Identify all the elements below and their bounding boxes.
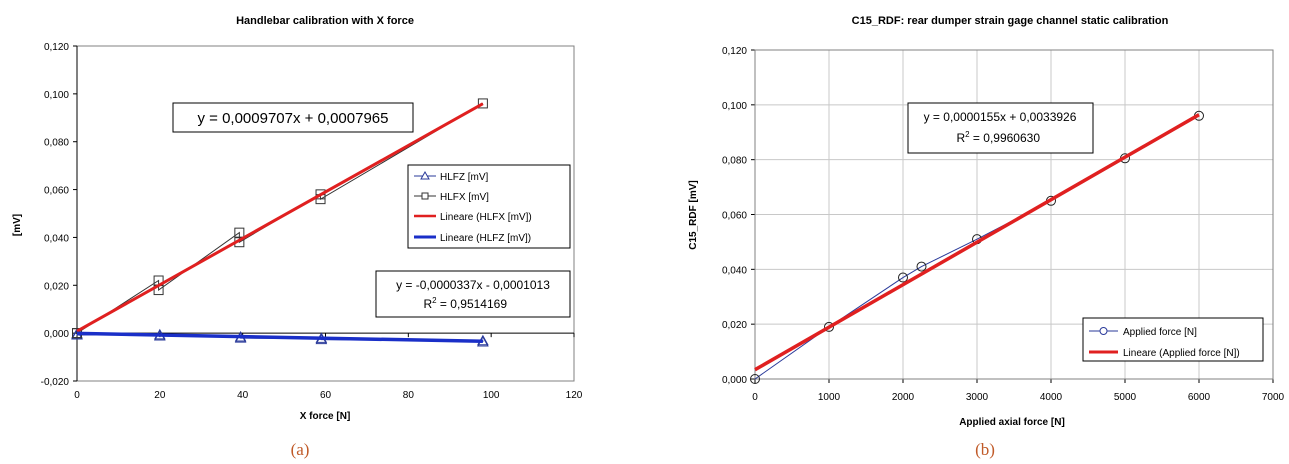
chart-a-y-tick-label: 0,000 bbox=[44, 329, 69, 340]
chart-a-ylabel: [mV] bbox=[12, 214, 23, 236]
chart-a-series bbox=[71, 98, 489, 347]
chart-b-point-circle bbox=[916, 261, 927, 272]
chart-a-y-tick-label: 0,060 bbox=[44, 186, 69, 197]
chart-a-x-tick-label: 40 bbox=[237, 390, 249, 401]
chart-a-y-tick-label: 0,100 bbox=[44, 90, 69, 101]
chart-b-x-tick-label: 6000 bbox=[1188, 392, 1211, 403]
chart-a-x-tick-label: 120 bbox=[566, 390, 583, 401]
chart-a-title: Handlebar calibration with X force bbox=[236, 15, 414, 27]
chart-b-x-tick-label: 3000 bbox=[966, 392, 989, 403]
chart-b-x-tick-label: 1000 bbox=[818, 392, 841, 403]
chart-b-y-tick-label: 0,120 bbox=[722, 46, 747, 57]
chart-b-title: C15_RDF: rear dumper strain gage channel… bbox=[852, 15, 1169, 27]
chart-a-x-tick-label: 100 bbox=[483, 390, 500, 401]
chart-b-y-tick-label: 0,020 bbox=[722, 320, 747, 331]
chart-b-x-tick-label: 7000 bbox=[1262, 392, 1285, 403]
chart-a-legend: HLFZ [mV] HLFX [mV] Lineare (HLFX [mV]) … bbox=[407, 164, 571, 249]
chart-b-y-tick-label: 0,100 bbox=[722, 101, 747, 112]
chart-a-y-tick-label: 0,020 bbox=[44, 281, 69, 292]
chart-a-xlabel: X force [N] bbox=[300, 411, 351, 422]
chart-a-x-tick-label: 80 bbox=[403, 390, 415, 401]
chart-b-ylabel: C15_RDF [mV] bbox=[688, 180, 699, 249]
chart-b-r2: R2 = 0,9960630 bbox=[956, 130, 1040, 145]
chart-a-point-square bbox=[234, 227, 245, 238]
chart-b-legend-box bbox=[1082, 317, 1264, 362]
legend-a-hlfx: HLFX [mV] bbox=[440, 192, 489, 203]
triangle-marker-icon bbox=[420, 170, 430, 180]
chart-a-eq-x: y = 0,0009707x + 0,0007965 bbox=[197, 110, 388, 127]
chart-a-x-tick-label: 0 bbox=[74, 390, 80, 401]
chart-b-eq-box bbox=[907, 102, 1094, 154]
legend-b-fit: Lineare (Applied force [N]) bbox=[1123, 348, 1240, 359]
chart-a-y-tick-label: 0,120 bbox=[44, 42, 69, 53]
chart-b-eq: y = 0,0000155x + 0,0033926 bbox=[924, 110, 1077, 124]
chart-b-legend: Applied force [N] Lineare (Applied force… bbox=[1082, 317, 1264, 362]
chart-b-point-circle bbox=[898, 272, 908, 283]
chart-a-eq-z-box bbox=[375, 270, 571, 318]
chart-a-legend-box bbox=[407, 164, 571, 249]
legend-a-hlfz: HLFZ [mV] bbox=[440, 172, 489, 183]
chart-a-y-tick-label: 0,040 bbox=[44, 233, 69, 244]
chart-b-x-tick-label: 0 bbox=[752, 392, 758, 403]
chart-a-y-tick-label: 0,080 bbox=[44, 138, 69, 149]
chart-a-axes: 0 20 40 60 80 100 120 -0,020 0,000 0,020 0,040 0,06… bbox=[41, 42, 583, 401]
chart-b-series bbox=[750, 110, 1204, 384]
chart-b-caption: (b) bbox=[975, 440, 995, 459]
chart-a-x-tick-label: 20 bbox=[154, 390, 166, 401]
chart-a-r2: R2 = 0,9514169 bbox=[423, 296, 507, 311]
chart-b-axes: 0 1000 2000 3000 4000 5000 6000 7000 0,000 0,020 0… bbox=[722, 46, 1285, 403]
circle-marker-icon bbox=[1099, 327, 1108, 335]
chart-b-point-circle bbox=[824, 321, 834, 332]
chart-b-x-tick-label: 4000 bbox=[1040, 392, 1063, 403]
chart-a-series-line-3 bbox=[76, 331, 483, 344]
chart-b-x-tick-label: 2000 bbox=[892, 392, 915, 403]
chart-a: Handlebar calibration with X force 0 20 40… bbox=[12, 15, 583, 459]
chart-b-xlabel: Applied axial force [N] bbox=[959, 417, 1065, 428]
chart-a-series-line-2 bbox=[76, 102, 484, 333]
chart-b-y-tick-label: 0,000 bbox=[722, 375, 747, 386]
chart-b-x-tick-label: 5000 bbox=[1114, 392, 1137, 403]
chart-a-eq-z: y = -0,0000337x - 0,0001013 bbox=[396, 278, 550, 292]
chart-a-x-tick-label: 60 bbox=[320, 390, 332, 401]
chart-b-y-tick-label: 0,060 bbox=[722, 211, 747, 222]
chart-b-y-tick-label: 0,040 bbox=[722, 265, 747, 276]
chart-a-point-square bbox=[477, 98, 488, 109]
chart-a-y-tick-label: -0,020 bbox=[41, 377, 70, 388]
chart-a-eq-x-box bbox=[172, 102, 414, 133]
chart-a-caption: (a) bbox=[291, 440, 310, 459]
chart-b-plot-area bbox=[754, 49, 1274, 380]
chart-b-y-tick-label: 0,080 bbox=[722, 156, 747, 167]
chart-b-series-line-1 bbox=[754, 113, 1200, 372]
legend-a-fit-x: Lineare (HLFX [mV]) bbox=[440, 212, 532, 223]
legend-b-applied: Applied force [N] bbox=[1123, 327, 1197, 338]
chart-b-point-circle bbox=[750, 374, 760, 384]
chart-b: C15_RDF: rear dumper strain gage channel… bbox=[688, 15, 1285, 459]
legend-a-fit-z: Lineare (HLFZ [mV]) bbox=[440, 233, 531, 244]
square-marker-icon bbox=[421, 192, 429, 200]
